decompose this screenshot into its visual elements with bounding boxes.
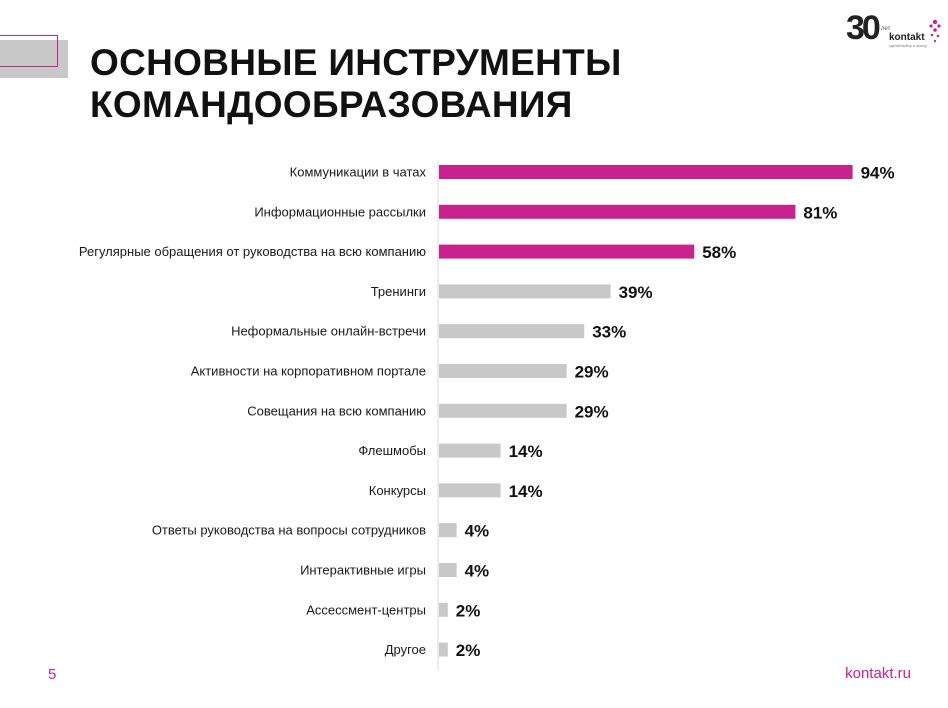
data-label: 39% bbox=[619, 283, 653, 302]
bar bbox=[439, 523, 457, 538]
data-label: 81% bbox=[803, 203, 837, 222]
bar bbox=[439, 602, 448, 617]
category-label: Регулярные обращения от руководства на в… bbox=[79, 244, 426, 259]
footer-url-link[interactable]: kontakt.ru bbox=[845, 665, 911, 682]
category-label: Активности на корпоративном портале bbox=[191, 364, 426, 379]
category-label: Ответы руководства на вопросы сотруднико… bbox=[152, 523, 426, 538]
bar bbox=[439, 364, 567, 378]
category-label: Флешмобы bbox=[358, 443, 426, 458]
page-number: 5 bbox=[48, 666, 57, 683]
corner-decoration-frame bbox=[0, 35, 58, 67]
kontakt-logo: 30 лет kontakt сделай выбор в пользу bbox=[846, 9, 944, 50]
data-label: 4% bbox=[465, 522, 490, 541]
bar bbox=[439, 284, 611, 299]
category-label: Совещания на всю компанию bbox=[247, 403, 426, 418]
data-label: 58% bbox=[702, 243, 736, 262]
data-label: 33% bbox=[592, 323, 626, 342]
data-label: 2% bbox=[456, 601, 481, 620]
category-label: Информационные рассылки bbox=[254, 204, 426, 219]
category-label: Конкурсы bbox=[369, 483, 426, 498]
page-title: ОСНОВНЫЕ ИНСТРУМЕНТЫ КОМАНДООБРАЗОВАНИЯ bbox=[90, 42, 622, 126]
bar bbox=[439, 403, 567, 418]
data-label: 29% bbox=[575, 402, 609, 421]
bar bbox=[439, 204, 796, 219]
bar bbox=[439, 165, 853, 179]
bar bbox=[439, 642, 448, 657]
category-label: Тренинги bbox=[371, 284, 426, 299]
bar bbox=[439, 563, 457, 577]
data-label: 4% bbox=[465, 562, 490, 581]
data-label: 94% bbox=[861, 164, 895, 183]
bar bbox=[439, 483, 501, 498]
data-label: 14% bbox=[509, 482, 543, 501]
logo-brand: kontakt bbox=[889, 32, 925, 43]
bar bbox=[439, 443, 501, 458]
data-label: 14% bbox=[509, 442, 543, 461]
category-label: Интерактивные игры bbox=[300, 563, 426, 578]
bar bbox=[439, 244, 695, 259]
data-label: 29% bbox=[575, 363, 609, 382]
category-label: Другое bbox=[385, 642, 426, 657]
title-line-2: КОМАНДООБРАЗОВАНИЯ bbox=[90, 84, 573, 125]
data-label: 2% bbox=[456, 641, 481, 660]
bar bbox=[439, 324, 585, 339]
logo-flower-icon bbox=[929, 19, 941, 43]
logo-tagline: сделай выбор в пользу bbox=[889, 44, 927, 48]
corner-decoration-gray bbox=[0, 40, 68, 78]
title-line-1: ОСНОВНЫЕ ИНСТРУМЕНТЫ bbox=[90, 42, 622, 83]
category-label: Ассессмент-центры bbox=[306, 602, 426, 617]
category-label: Неформальные онлайн-встречи bbox=[231, 324, 426, 339]
logo-number: 30 bbox=[846, 9, 881, 47]
logo-years: лет bbox=[881, 26, 891, 32]
category-label: Коммуникации в чатах bbox=[290, 165, 427, 180]
